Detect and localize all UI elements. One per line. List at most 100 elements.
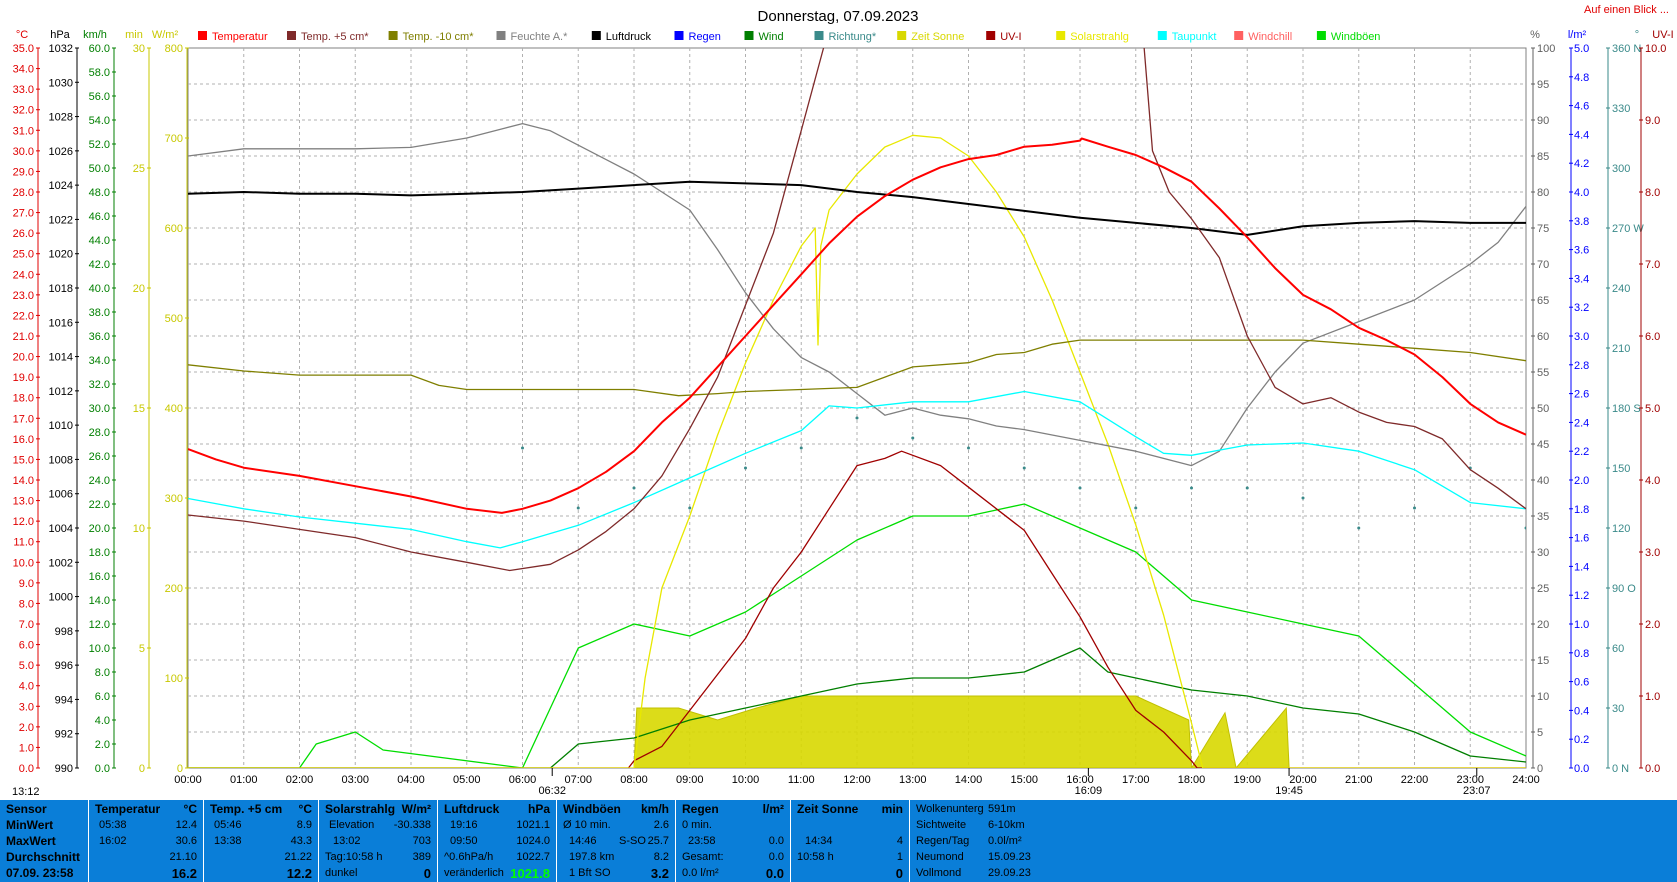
temp-axis-tick-label: 34.0 [13, 64, 34, 76]
pct-axis-tick-label: 100 [1537, 43, 1555, 55]
series-richtung-point [1245, 486, 1249, 490]
kmh-axis-tick-label: 14.0 [89, 595, 110, 607]
legend-label: Richtung* [829, 31, 877, 43]
pct-axis-tick-label: 90 [1537, 115, 1549, 127]
temp-axis-tick-label: 21.0 [13, 331, 34, 343]
x-tick-label: 11:00 [788, 774, 815, 786]
temp-axis-tick-label: 18.0 [13, 393, 34, 405]
uvi-axis-unit: UV-I [1652, 29, 1673, 41]
row-label-min: MinWert [6, 818, 54, 832]
x-tick-label: 07:00 [564, 774, 592, 786]
x-tick-label: 09:00 [676, 774, 704, 786]
temp-axis-tick-label: 5.0 [19, 660, 34, 672]
pct-axis-tick-label: 15 [1537, 655, 1549, 667]
overview-link[interactable]: Auf einen Blick ... [1584, 4, 1669, 16]
hpa-axis-tick-label: 1016 [49, 317, 73, 329]
series-richtung-point [1301, 496, 1305, 500]
x-tick-label: 05:00 [453, 774, 481, 786]
max-value: 1024.0 [516, 835, 550, 847]
legend-swatch [1056, 31, 1066, 40]
current-value: 0 [423, 866, 431, 881]
footer-unit: °C [298, 802, 312, 816]
deg-axis-tick-label: 60 [1612, 643, 1624, 655]
full-moon-label: Vollmond [916, 867, 962, 879]
distance: 197.8 km [569, 851, 615, 863]
legend-swatch [986, 31, 996, 40]
wm2-axis-tick-label: 500 [165, 313, 183, 325]
time-stamp-left: 13:12 [12, 786, 40, 798]
uvi-axis-tick-label: 4.0 [1645, 475, 1660, 487]
legend-swatch [496, 31, 506, 40]
kmh-axis-tick-label: 56.0 [89, 91, 110, 103]
visibility-label: Sichtweite [916, 819, 967, 831]
kmh-axis-tick-label: 16.0 [89, 571, 110, 583]
lm2-axis-tick-label: 2.4 [1574, 417, 1589, 429]
x-tick-label: 06:00 [509, 774, 537, 786]
hpa-axis-tick-label: 1002 [49, 557, 73, 569]
legend: Temperatur Temp. +5 cm* Temp. -10 cm* Feuch… [198, 31, 1380, 43]
tendency-label: veränderlich [444, 867, 504, 879]
kmh-axis-tick-label: 44.0 [89, 235, 110, 247]
lm2-axis-tick-label: 2.2 [1574, 446, 1589, 458]
temp-axis-tick-label: 0.0 [19, 763, 34, 775]
footer-header: Regen [682, 802, 719, 816]
kmh-axis-tick-label: 30.0 [89, 403, 110, 415]
kmh-axis-tick-label: 40.0 [89, 283, 110, 295]
pct-axis-tick-label: 60 [1537, 331, 1549, 343]
legend-label: Luftdruck [606, 31, 652, 43]
series-taupunkt [188, 390, 1526, 549]
uvi-axis-tick-label: 3.0 [1645, 547, 1660, 559]
hpa-axis-tick-label: 1022 [49, 214, 73, 226]
series-richtung-point [1134, 506, 1138, 510]
temp-axis-tick-label: 29.0 [13, 166, 34, 178]
wm2-axis-tick-label: 800 [165, 43, 183, 55]
cloud-base-label: Wolkenunterg [916, 803, 984, 815]
min-time: Elevation [329, 819, 375, 831]
max-value: 43.3 [290, 835, 312, 847]
uvi-axis-tick-label: 6.0 [1645, 331, 1660, 343]
min-axis-tick-label: 30 [133, 43, 145, 55]
lm2-axis-tick-label: 4.2 [1574, 158, 1589, 170]
trend-label: ^0.6hPa/h [444, 851, 494, 863]
max-time: 14:46 [569, 835, 597, 847]
hpa-axis-tick-label: 1000 [49, 592, 73, 604]
current-value: 0 [895, 866, 903, 881]
temp-axis-tick-label: 6.0 [19, 640, 34, 652]
temp-axis-tick-label: 30.0 [13, 146, 34, 158]
hpa-axis-tick-label: 1026 [49, 146, 73, 158]
rain-duration: 0 min. [682, 819, 712, 831]
deg-axis-tick-label: 150 [1612, 463, 1630, 475]
lm2-axis-tick-label: 0.0 [1574, 763, 1589, 775]
avg10-label: Ø 10 min. [563, 819, 611, 831]
series-richtung-point [1357, 526, 1361, 530]
kmh-axis-tick-label: 18.0 [89, 547, 110, 559]
pct-axis-tick-label: 20 [1537, 619, 1549, 631]
min-value: 12.4 [175, 819, 197, 831]
temp-axis-tick-label: 9.0 [19, 578, 34, 590]
avg10-value: 2.6 [653, 819, 669, 831]
current-value: 1021.8 [510, 866, 550, 881]
pct-axis-tick-label: 25 [1537, 583, 1549, 595]
legend-swatch [744, 31, 754, 40]
legend-label: UV-I [1000, 31, 1021, 43]
legend-label: Temp. +5 cm* [301, 31, 369, 43]
lm2-axis-tick-label: 1.4 [1574, 561, 1589, 573]
kmh-axis-tick-label: 8.0 [95, 667, 110, 679]
x-tick-label: 18:00 [1178, 774, 1206, 786]
current-label: dunkel [325, 867, 358, 879]
x-tick-label: 08:00 [620, 774, 648, 786]
series-richtung-point [855, 416, 859, 420]
x-axis: 00:00 01:00 02:00 03:00 04:00 05:00 06:00 07:00… [174, 774, 1540, 786]
time-markers: 06:32 16:09 19:45 23:07 [538, 768, 1491, 797]
wm2-axis-unit: W/m² [152, 29, 179, 41]
footer-col-gusts: Windböen km/h Ø 10 min. 2.6 14:46 S-SO 25.7 … [557, 800, 676, 882]
pct-axis-tick-label: 50 [1537, 403, 1549, 415]
min-axis-tick-label: 25 [133, 163, 145, 175]
kmh-axis-tick-label: 26.0 [89, 451, 110, 463]
hpa-axis-tick-label: 998 [55, 626, 73, 638]
legend-swatch [1234, 31, 1244, 40]
temp-axis-tick-label: 10.0 [13, 557, 34, 569]
footer-header: Sensor [6, 802, 47, 816]
deg-axis-tick-label: 210 [1612, 343, 1630, 355]
deg-axis-tick-label: 240 [1612, 283, 1630, 295]
